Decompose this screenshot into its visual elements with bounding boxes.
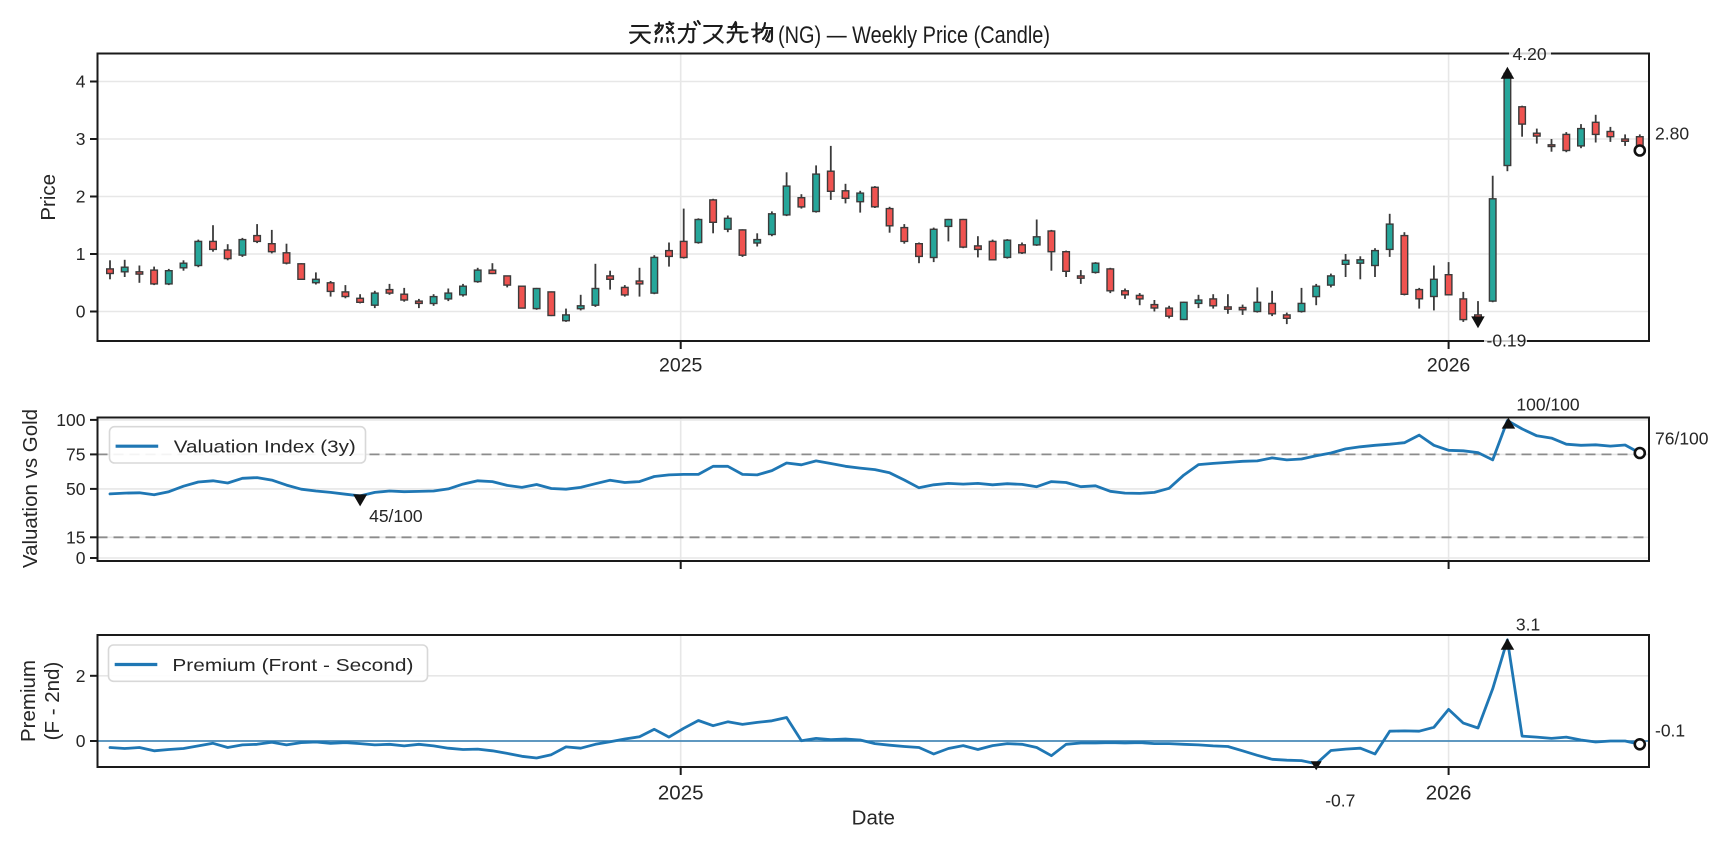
svg-text:2.80: 2.80 xyxy=(1655,124,1689,144)
svg-text:2: 2 xyxy=(76,666,86,686)
svg-text:(NG) — Weekly Price (Candle): (NG) — Weekly Price (Candle) xyxy=(778,22,1050,49)
svg-text:Premium: Premium xyxy=(17,660,40,742)
svg-text:(F - 2nd): (F - 2nd) xyxy=(41,662,64,741)
svg-text:-0.1: -0.1 xyxy=(1655,721,1685,741)
svg-text:76/100: 76/100 xyxy=(1655,428,1709,448)
svg-text:50: 50 xyxy=(66,479,86,499)
svg-text:4.20: 4.20 xyxy=(1513,44,1547,64)
svg-text:3.1: 3.1 xyxy=(1516,615,1540,635)
svg-text:100: 100 xyxy=(56,410,85,430)
svg-text:0: 0 xyxy=(76,302,86,322)
svg-text:Valuation vs Gold: Valuation vs Gold xyxy=(19,409,42,568)
svg-text:-0.19: -0.19 xyxy=(1487,331,1527,351)
svg-text:0: 0 xyxy=(76,731,86,751)
svg-text:4: 4 xyxy=(76,72,86,92)
svg-text:0: 0 xyxy=(76,548,86,568)
svg-text:Date: Date xyxy=(852,807,895,830)
svg-text:2: 2 xyxy=(76,187,86,207)
svg-text:45/100: 45/100 xyxy=(369,506,423,526)
svg-text:Valuation Index (3y): Valuation Index (3y) xyxy=(174,437,356,457)
svg-text:Price: Price xyxy=(37,174,60,221)
svg-text:Premium (Front - Second): Premium (Front - Second) xyxy=(172,655,413,675)
svg-text:2026: 2026 xyxy=(1426,781,1472,804)
svg-text:2026: 2026 xyxy=(1427,355,1470,377)
svg-text:2025: 2025 xyxy=(659,355,703,377)
svg-text:1: 1 xyxy=(76,244,86,264)
svg-text:15: 15 xyxy=(66,528,85,548)
svg-text:75: 75 xyxy=(66,445,85,465)
svg-text:2025: 2025 xyxy=(658,781,704,804)
svg-text:-0.7: -0.7 xyxy=(1325,791,1355,811)
svg-text:100/100: 100/100 xyxy=(1516,395,1580,415)
svg-text:3: 3 xyxy=(76,129,86,149)
